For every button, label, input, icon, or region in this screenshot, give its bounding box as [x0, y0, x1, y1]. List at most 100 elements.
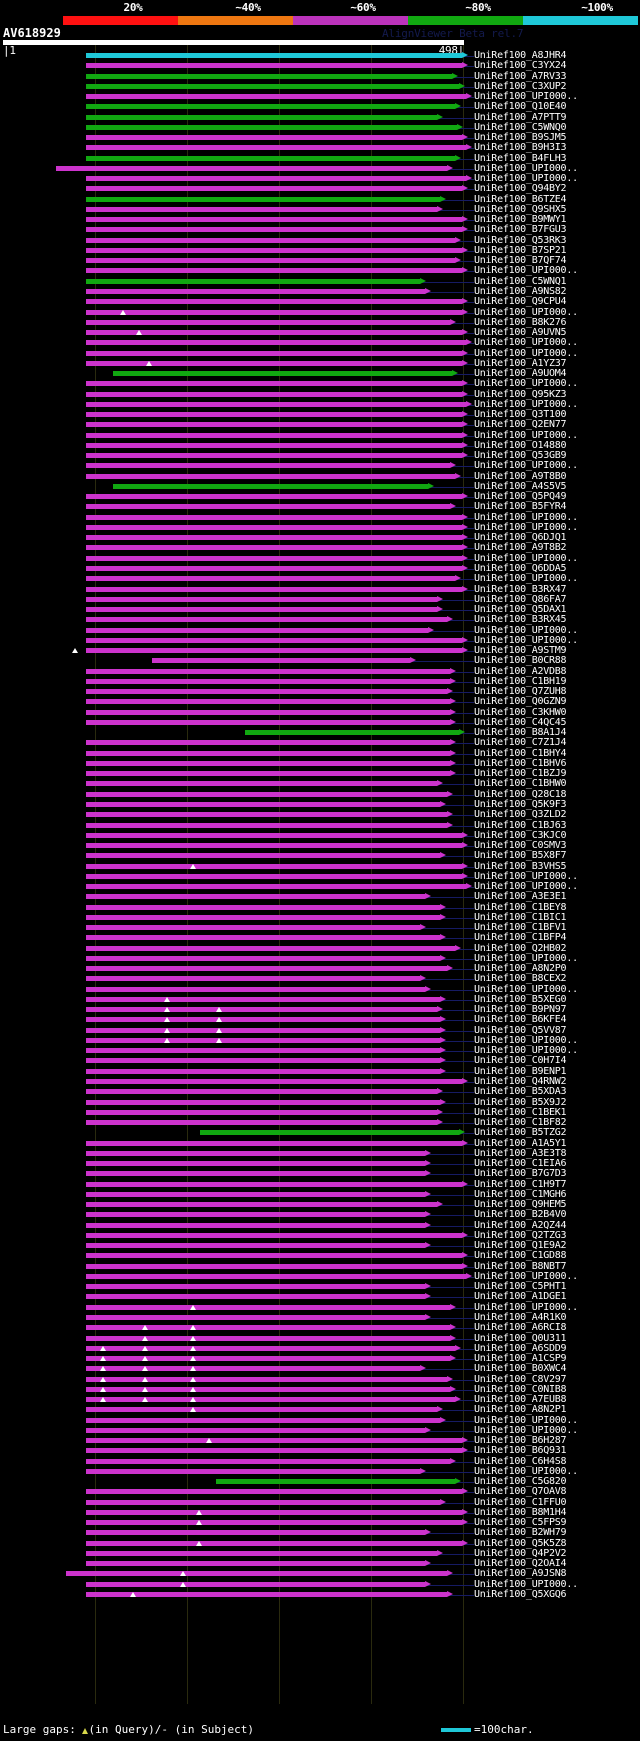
alignment-row[interactable]: UniRef100_Q0GZN9	[0, 697, 640, 707]
hit-label[interactable]: UniRef100_Q6DJQ1	[474, 532, 567, 544]
hsp-bar[interactable]	[86, 1386, 450, 1392]
alignment-row[interactable]: UniRef100_C1BFV1	[0, 923, 640, 933]
alignment-row[interactable]: UniRef100_C6H4S8	[0, 1456, 640, 1467]
hit-label[interactable]: UniRef100_Q5XGQ6	[474, 1589, 567, 1600]
hit-label[interactable]: UniRef100_UPI000..	[474, 624, 578, 636]
hit-label[interactable]: UniRef100_Q10E40	[474, 101, 567, 113]
hsp-bar[interactable]	[86, 1273, 466, 1279]
hit-label[interactable]: UniRef100_C0H7I4	[474, 1055, 567, 1067]
hit-label[interactable]: UniRef100_UPI000..	[474, 1424, 578, 1436]
hit-label[interactable]: UniRef100_A8N2P0	[474, 963, 567, 975]
hsp-bar[interactable]	[113, 371, 452, 377]
alignment-row[interactable]: UniRef100_C1GD88	[0, 1251, 640, 1261]
hit-label[interactable]: UniRef100_A9UVN5	[474, 327, 567, 339]
alignment-row[interactable]: UniRef100_A9UVN5	[0, 328, 640, 338]
hit-label[interactable]: UniRef100_Q53GB9	[474, 450, 567, 462]
alignment-row[interactable]: UniRef100_B2B4V0	[0, 1210, 640, 1220]
hit-label[interactable]: UniRef100_C1BH19	[474, 675, 567, 687]
alignment-row[interactable]: UniRef100_C1BIC1	[0, 912, 640, 923]
alignment-row[interactable]: UniRef100_B7SP21	[0, 245, 640, 256]
alignment-row[interactable]: UniRef100_UPI000..	[0, 1270, 640, 1282]
hit-label[interactable]: UniRef100_B0CR88	[474, 655, 567, 667]
hsp-bar[interactable]	[86, 607, 437, 613]
alignment-row[interactable]: UniRef100_C3KJC0	[0, 830, 640, 841]
hit-label[interactable]: UniRef100_B2B4V0	[474, 1209, 567, 1221]
alignment-row[interactable]: UniRef100_C1H9T7	[0, 1178, 640, 1190]
alignment-row[interactable]: UniRef100_A1DGE1	[0, 1292, 640, 1302]
hsp-bar[interactable]	[86, 832, 462, 838]
hsp-bar[interactable]	[86, 217, 462, 223]
hit-label[interactable]: UniRef100_UPI000..	[474, 306, 578, 318]
alignment-row[interactable]: UniRef100_UPI000..	[0, 553, 640, 564]
hsp-bar[interactable]	[86, 350, 462, 356]
hsp-bar[interactable]	[86, 360, 462, 366]
hit-label[interactable]: UniRef100_B8K276	[474, 316, 567, 328]
hsp-bar[interactable]	[86, 1540, 462, 1546]
alignment-row[interactable]: UniRef100_B8K276	[0, 316, 640, 328]
hsp-bar[interactable]	[86, 104, 455, 110]
hit-label[interactable]: UniRef100_UPI000..	[474, 1414, 578, 1426]
hsp-bar[interactable]	[86, 1509, 462, 1515]
hit-label[interactable]: UniRef100_Q0U311	[474, 1332, 567, 1344]
hsp-bar[interactable]	[86, 1202, 437, 1208]
hit-label[interactable]: UniRef100_Q2EN77	[474, 419, 567, 431]
hsp-bar[interactable]	[200, 1130, 459, 1136]
alignment-row[interactable]: UniRef100_Q5PQ49	[0, 492, 640, 502]
alignment-row[interactable]: UniRef100_B6TZE4	[0, 194, 640, 205]
alignment-row[interactable]: UniRef100_A9UOM4	[0, 369, 640, 379]
hit-label[interactable]: UniRef100_C5WNQ0	[474, 121, 567, 133]
alignment-row[interactable]: UniRef100_UPI000..	[0, 521, 640, 533]
hit-label[interactable]: UniRef100_C1H9T7	[474, 1178, 567, 1190]
hit-label[interactable]: UniRef100_UPI000..	[474, 1465, 578, 1477]
alignment-row[interactable]: UniRef100_A7RV33	[0, 70, 640, 82]
hit-label[interactable]: UniRef100_Q4RNW2	[474, 1076, 567, 1087]
hsp-bar[interactable]	[86, 319, 450, 325]
hit-label[interactable]: UniRef100_O14880	[474, 439, 567, 451]
alignment-row[interactable]: UniRef100_C1BEY8	[0, 902, 640, 913]
hsp-bar[interactable]	[86, 494, 462, 500]
alignment-row[interactable]: UniRef100_B8NBT7	[0, 1261, 640, 1272]
alignment-row[interactable]: UniRef100_UPI000..	[0, 163, 640, 174]
hsp-bar[interactable]	[86, 422, 462, 428]
alignment-row[interactable]: UniRef100_C1BJ63	[0, 820, 640, 831]
alignment-row[interactable]: UniRef100_Q53GB9	[0, 451, 640, 461]
alignment-row[interactable]: UniRef100_B7FGU3	[0, 225, 640, 235]
alignment-row[interactable]: UniRef100_B3RX47	[0, 584, 640, 595]
hsp-bar[interactable]	[86, 1468, 420, 1474]
hit-label[interactable]: UniRef100_A7RV33	[474, 70, 567, 82]
alignment-row[interactable]: UniRef100_UPI000..	[0, 1579, 640, 1590]
hsp-bar[interactable]	[86, 535, 462, 541]
alignment-row[interactable]: UniRef100_B0CR88	[0, 656, 640, 666]
hsp-bar[interactable]	[86, 237, 455, 243]
hit-label[interactable]: UniRef100_UPI000..	[474, 573, 578, 585]
hit-label[interactable]: UniRef100_A9JSN8	[474, 1568, 567, 1580]
hit-label[interactable]: UniRef100_UPI000..	[474, 91, 578, 103]
hit-label[interactable]: UniRef100_UPI000..	[474, 1270, 578, 1282]
alignment-row[interactable]: UniRef100_B5FYR4	[0, 502, 640, 512]
hsp-bar[interactable]	[86, 781, 437, 787]
alignment-row[interactable]: UniRef100_Q6DJQ1	[0, 533, 640, 543]
hsp-bar[interactable]	[86, 935, 440, 941]
hit-label[interactable]: UniRef100_A8N2P1	[474, 1404, 567, 1416]
hsp-bar[interactable]	[86, 309, 462, 315]
hit-label[interactable]: UniRef100_B9MWY1	[474, 214, 567, 226]
alignment-row[interactable]: UniRef100_O14880	[0, 439, 640, 451]
alignment-row[interactable]: UniRef100_Q95KZ3	[0, 389, 640, 400]
hsp-bar[interactable]	[86, 1150, 425, 1156]
hit-label[interactable]: UniRef100_Q5VV87	[474, 1024, 567, 1036]
hit-label[interactable]: UniRef100_Q28C18	[474, 788, 567, 800]
hsp-bar[interactable]	[86, 73, 452, 79]
alignment-row[interactable]: UniRef100_UPI000..	[0, 635, 640, 646]
alignment-row[interactable]: UniRef100_Q3T100	[0, 410, 640, 420]
hit-label[interactable]: UniRef100_Q5PQ49	[474, 491, 567, 503]
hit-label[interactable]: UniRef100_A2VDB8	[474, 665, 567, 677]
alignment-row[interactable]: UniRef100_B6KFE4	[0, 1015, 640, 1025]
hit-label[interactable]: UniRef100_Q9HEM5	[474, 1199, 567, 1211]
hit-label[interactable]: UniRef100_C0NIB8	[474, 1383, 567, 1395]
alignment-row[interactable]: UniRef100_Q7ZUH8	[0, 687, 640, 697]
hsp-bar[interactable]	[86, 1243, 425, 1249]
hit-label[interactable]: UniRef100_UPI000..	[474, 521, 578, 533]
hit-label[interactable]: UniRef100_Q5K9F3	[474, 798, 567, 810]
hsp-bar[interactable]	[86, 268, 462, 274]
hsp-bar[interactable]	[86, 740, 450, 746]
